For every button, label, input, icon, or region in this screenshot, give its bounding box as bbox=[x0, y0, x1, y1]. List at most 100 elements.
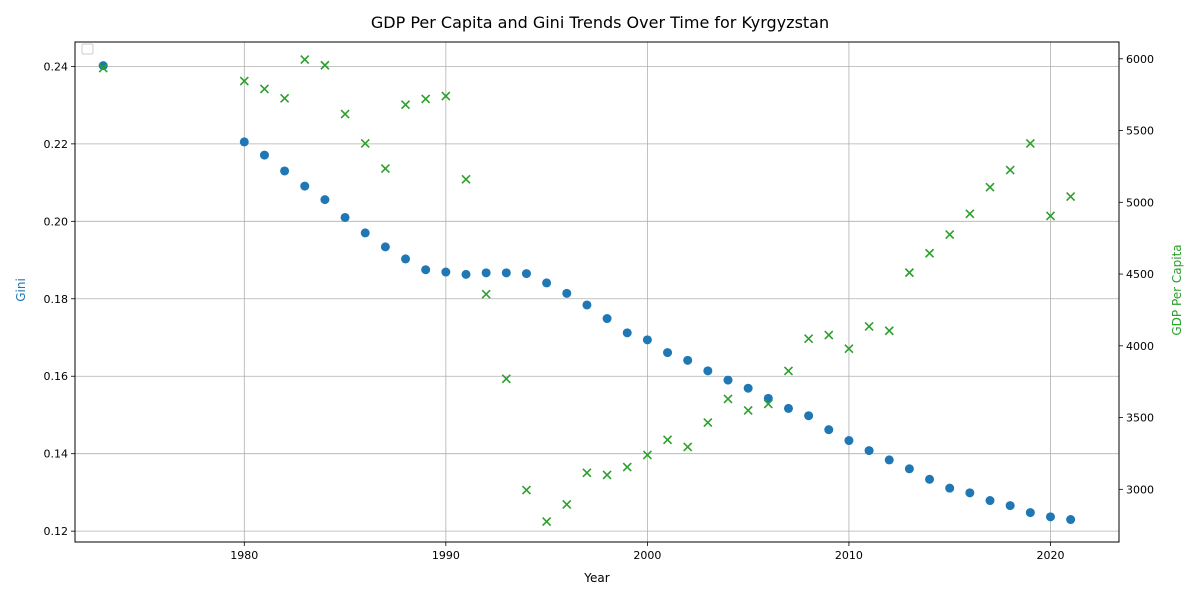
gdp-point bbox=[1045, 211, 1056, 221]
y-right-tick-label: 4000 bbox=[1126, 340, 1154, 353]
gini-point bbox=[844, 436, 854, 446]
x-tick-label: 2020 bbox=[1036, 549, 1064, 562]
y-left-tick-label: 0.22 bbox=[44, 138, 69, 151]
y-right-tick-label: 4500 bbox=[1126, 268, 1154, 281]
gdp-point bbox=[1066, 191, 1076, 202]
gdp-point bbox=[884, 326, 894, 336]
gini-point bbox=[642, 335, 652, 345]
gdp-point bbox=[481, 289, 491, 299]
y-right-tick-label: 5000 bbox=[1126, 196, 1154, 209]
gini-point bbox=[582, 300, 592, 310]
gini-point bbox=[461, 269, 471, 279]
x-tick-label: 1990 bbox=[432, 549, 460, 562]
gini-point bbox=[1066, 515, 1076, 525]
gini-point bbox=[239, 137, 249, 147]
legend-box bbox=[81, 43, 94, 55]
gdp-point bbox=[98, 63, 108, 73]
gini-point bbox=[904, 464, 914, 474]
gdp-point bbox=[562, 499, 572, 509]
gini-point bbox=[683, 355, 693, 365]
gdp-point bbox=[300, 54, 310, 65]
gini-point bbox=[723, 375, 733, 385]
gdp-point bbox=[320, 60, 330, 70]
gini-point bbox=[300, 181, 310, 191]
gini-point bbox=[501, 268, 511, 278]
gini-point bbox=[703, 366, 713, 376]
gdp-point bbox=[743, 405, 753, 415]
gini-point bbox=[340, 212, 350, 222]
x-axis-label: Year bbox=[583, 571, 609, 585]
axis-ticks: 1980 1990 2000 2010 2020 0.12 0.14 0.16 0.18 0.20… bbox=[44, 53, 1155, 562]
gdp-point bbox=[441, 91, 451, 101]
gini-point bbox=[481, 268, 491, 278]
gdp-point bbox=[1025, 138, 1035, 149]
gini-point bbox=[320, 195, 330, 205]
gdp-point bbox=[582, 468, 592, 478]
gdp-point bbox=[723, 394, 733, 404]
gini-point bbox=[98, 61, 108, 71]
gdp-point bbox=[985, 182, 995, 192]
gini-point bbox=[380, 242, 390, 252]
x-tick-label: 2010 bbox=[835, 549, 863, 562]
gini-point bbox=[824, 425, 834, 435]
gini-point bbox=[421, 265, 431, 275]
gdp-point bbox=[763, 399, 773, 409]
y-left-tick-label: 0.12 bbox=[44, 525, 69, 538]
gini-point bbox=[743, 383, 753, 393]
grid bbox=[75, 42, 1119, 542]
gdp-point bbox=[461, 174, 471, 184]
gini-point bbox=[884, 455, 894, 465]
y-right-tick-label: 3000 bbox=[1126, 483, 1154, 496]
gini-point bbox=[985, 496, 995, 506]
gdp-point bbox=[340, 109, 350, 119]
gdp-point bbox=[844, 344, 854, 354]
gini-point bbox=[521, 269, 531, 279]
gini-point bbox=[1045, 512, 1055, 522]
gdp-point bbox=[542, 517, 552, 527]
gdp-point bbox=[824, 330, 834, 340]
chart-title: GDP Per Capita and Gini Trends Over Time… bbox=[371, 13, 829, 32]
gini-point bbox=[602, 314, 612, 324]
data-points bbox=[98, 54, 1076, 527]
gini-point bbox=[783, 403, 793, 413]
gini-point bbox=[1005, 501, 1015, 511]
gdp-point bbox=[804, 334, 814, 344]
gini-point bbox=[864, 446, 874, 456]
y-axis-right-label: GDP Per Capita bbox=[1170, 244, 1184, 335]
gini-point bbox=[280, 166, 290, 176]
y-left-tick-label: 0.16 bbox=[44, 370, 69, 383]
y-left-tick-label: 0.20 bbox=[44, 215, 69, 228]
gdp-point bbox=[783, 366, 794, 376]
gdp-point bbox=[904, 268, 914, 278]
plot-frame bbox=[74, 41, 1120, 543]
gini-point bbox=[401, 254, 411, 264]
gdp-point bbox=[602, 470, 612, 480]
gdp-point bbox=[259, 84, 270, 94]
gini-point bbox=[925, 474, 935, 484]
x-tick-label: 2000 bbox=[633, 549, 661, 562]
gdp-point bbox=[622, 462, 632, 472]
gdp-point bbox=[239, 76, 249, 86]
gdp-point bbox=[924, 248, 935, 258]
y-axis-left-label: Gini bbox=[14, 278, 28, 302]
gdp-point bbox=[521, 485, 532, 495]
gini-point bbox=[804, 411, 814, 421]
gini-point bbox=[360, 228, 370, 238]
gdp-point bbox=[400, 100, 411, 110]
gini-point bbox=[259, 150, 269, 160]
gini-point bbox=[622, 328, 632, 338]
gini-point bbox=[1025, 508, 1035, 518]
gdp-point bbox=[945, 230, 955, 240]
gdp-point bbox=[421, 94, 431, 104]
gdp-point bbox=[642, 450, 652, 460]
gini-point bbox=[663, 348, 673, 358]
y-right-tick-label: 6000 bbox=[1126, 53, 1154, 66]
gdp-point bbox=[703, 418, 713, 428]
y-right-tick-label: 3500 bbox=[1126, 412, 1154, 425]
gdp-point bbox=[1005, 165, 1015, 175]
gdp-point bbox=[501, 374, 511, 384]
gdp-point bbox=[683, 442, 693, 452]
gdp-point bbox=[864, 321, 874, 332]
